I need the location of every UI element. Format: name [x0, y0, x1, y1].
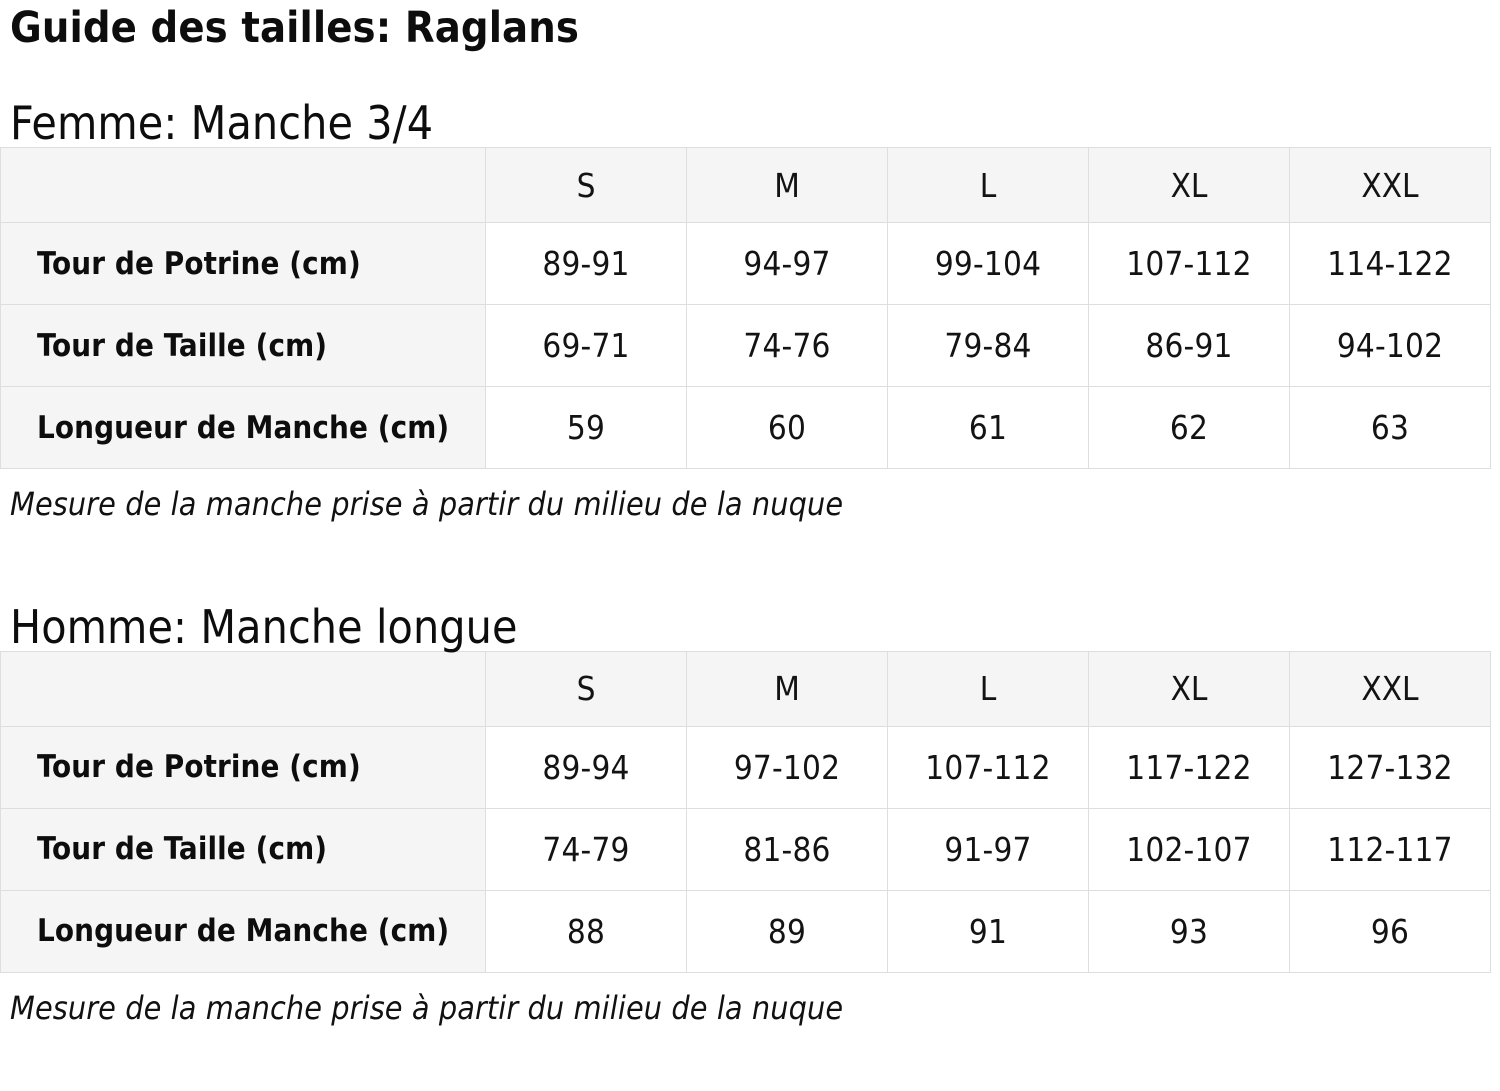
- header-size-l: L: [887, 650, 1089, 727]
- cell-sleeve-m: 89: [686, 889, 888, 973]
- cell-waist-m: 81-86: [686, 807, 888, 891]
- header-row: S M L XL XXL: [0, 147, 1491, 224]
- cell-waist-l: 79-84: [887, 304, 1089, 388]
- cell-chest-xl: 107-112: [1088, 222, 1290, 306]
- row-label-sleeve: Longueur de Manche (cm): [0, 889, 486, 973]
- header-size-s: S: [485, 147, 687, 224]
- cell-sleeve-s: 88: [485, 889, 687, 973]
- table-header-femme: S M L XL XXL: [0, 147, 1491, 224]
- cell-sleeve-xl: 62: [1088, 386, 1290, 470]
- row-label-waist: Tour de Taille (cm): [0, 304, 486, 388]
- row-label-chest: Tour de Potrine (cm): [0, 222, 486, 306]
- size-section-homme: Homme: Manche longue S M L XL XXL: [0, 599, 1500, 1027]
- cell-chest-xl: 117-122: [1088, 725, 1290, 809]
- cell-waist-xxl: 112-117: [1289, 807, 1491, 891]
- cell-chest-xxl: 127-132: [1289, 725, 1491, 809]
- cell-waist-s: 74-79: [485, 807, 687, 891]
- header-row: S M L XL XXL: [0, 650, 1491, 727]
- cell-sleeve-s: 59: [485, 386, 687, 470]
- cell-waist-xl: 86-91: [1088, 304, 1290, 388]
- table-row: Tour de Taille (cm) 69-71 74-76 79-84 86…: [0, 304, 1491, 388]
- cell-waist-l: 91-97: [887, 807, 1089, 891]
- header-size-m: M: [686, 147, 888, 224]
- cell-sleeve-m: 60: [686, 386, 888, 470]
- size-section-femme: Femme: Manche 3/4 S M L XL XXL: [0, 51, 1500, 522]
- row-label-chest: Tour de Potrine (cm): [0, 725, 486, 809]
- header-corner-cell: [0, 147, 486, 224]
- header-size-m: M: [686, 650, 888, 727]
- table-body-femme: Tour de Potrine (cm) 89-91 94-97 99-104 …: [0, 222, 1491, 470]
- cell-sleeve-xxl: 96: [1289, 889, 1491, 973]
- table-row: Longueur de Manche (cm) 88 89 91 93 96: [0, 889, 1491, 973]
- cell-waist-xxl: 94-102: [1289, 304, 1491, 388]
- cell-waist-s: 69-71: [485, 304, 687, 388]
- size-table-homme: S M L XL XXL Tour de Potrine (cm) 89-94 …: [0, 650, 1491, 973]
- cell-chest-m: 97-102: [686, 725, 888, 809]
- cell-chest-l: 99-104: [887, 222, 1089, 306]
- table-body-homme: Tour de Potrine (cm) 89-94 97-102 107-11…: [0, 725, 1491, 973]
- section-heading-homme: Homme: Manche longue: [10, 599, 518, 654]
- header-corner-cell: [0, 650, 486, 727]
- cell-sleeve-l: 61: [887, 386, 1089, 470]
- row-label-sleeve: Longueur de Manche (cm): [0, 386, 486, 470]
- table-header-homme: S M L XL XXL: [0, 650, 1491, 727]
- table-row: Tour de Potrine (cm) 89-91 94-97 99-104 …: [0, 222, 1491, 306]
- row-label-waist: Tour de Taille (cm): [0, 807, 486, 891]
- cell-chest-l: 107-112: [887, 725, 1089, 809]
- cell-chest-s: 89-94: [485, 725, 687, 809]
- header-size-xl: XL: [1088, 650, 1290, 727]
- cell-chest-xxl: 114-122: [1289, 222, 1491, 306]
- header-size-xl: XL: [1088, 147, 1290, 224]
- table-row: Tour de Taille (cm) 74-79 81-86 91-97 10…: [0, 807, 1491, 891]
- cell-waist-m: 74-76: [686, 304, 888, 388]
- section-heading-femme: Femme: Manche 3/4: [10, 96, 434, 151]
- table-row: Tour de Potrine (cm) 89-94 97-102 107-11…: [0, 725, 1491, 809]
- table-note-femme: Mesure de la manche prise à partir du mi…: [10, 485, 844, 524]
- page-title: Guide des tailles: Raglans: [10, 3, 580, 53]
- cell-chest-s: 89-91: [485, 222, 687, 306]
- cell-sleeve-xl: 93: [1088, 889, 1290, 973]
- cell-sleeve-xxl: 63: [1289, 386, 1491, 470]
- cell-waist-xl: 102-107: [1088, 807, 1290, 891]
- cell-sleeve-l: 91: [887, 889, 1089, 973]
- header-size-xxl: XXL: [1289, 147, 1491, 224]
- size-table-femme: S M L XL XXL Tour de Potrine (cm) 89-91 …: [0, 147, 1491, 470]
- header-size-s: S: [485, 650, 687, 727]
- header-size-xxl: XXL: [1289, 650, 1491, 727]
- cell-chest-m: 94-97: [686, 222, 888, 306]
- table-row: Longueur de Manche (cm) 59 60 61 62 63: [0, 386, 1491, 470]
- section-spacer: [0, 523, 1500, 603]
- table-note-homme: Mesure de la manche prise à partir du mi…: [10, 988, 844, 1027]
- header-size-l: L: [887, 147, 1089, 224]
